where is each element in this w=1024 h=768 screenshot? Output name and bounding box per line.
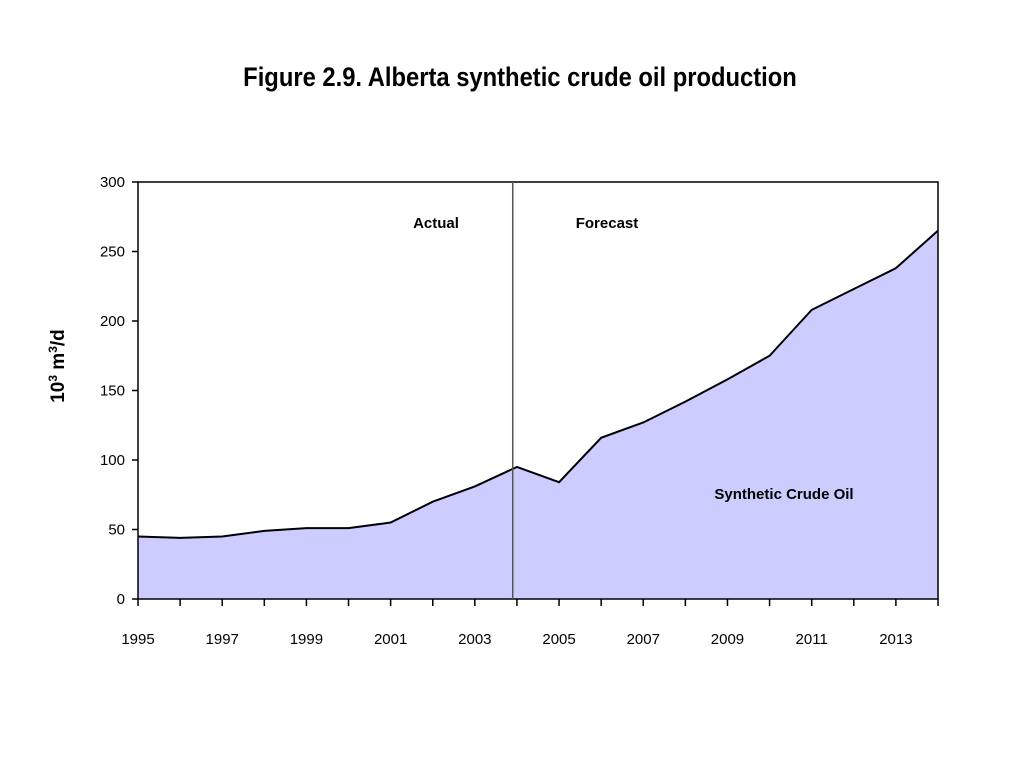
data-point — [305, 527, 307, 529]
x-tick-label: 2007 — [627, 631, 660, 648]
data-point — [390, 522, 392, 524]
series-label: Synthetic Crude Oil — [714, 486, 853, 503]
data-point — [432, 501, 434, 503]
x-tick-label: 1999 — [290, 631, 323, 648]
x-tick-label: 2003 — [458, 631, 491, 648]
y-axis-label: 103 m3/d — [46, 329, 69, 403]
plot-area: 0 50 100 150 200 250 300 1995 1997 1999 2001 2003 20… — [100, 174, 939, 648]
data-point — [179, 537, 181, 539]
y-tick-label: 50 — [108, 522, 125, 539]
y-axis-label-sup2: 3 — [46, 346, 60, 353]
x-tick-label: 2001 — [374, 631, 407, 648]
x-tick-label: 2009 — [711, 631, 744, 648]
data-point — [516, 466, 518, 468]
data-point — [769, 355, 771, 357]
data-point — [726, 378, 728, 380]
data-point — [642, 421, 644, 423]
y-axis-label-base: 10 — [48, 382, 69, 403]
y-tick-label: 300 — [100, 174, 125, 191]
y-tick-label: 100 — [100, 452, 125, 469]
x-tick-label: 1995 — [121, 631, 154, 648]
area-fill — [138, 230, 938, 599]
x-tick-label: 1997 — [206, 631, 239, 648]
x-tick-label: 2013 — [879, 631, 912, 648]
y-axis-label-tail: /d — [48, 329, 69, 346]
y-axis-label-mid: m — [48, 353, 69, 375]
chart-title: Figure 2.9. Alberta synthetic crude oil … — [243, 62, 797, 92]
series-line — [137, 229, 939, 539]
y-tick-label: 200 — [100, 313, 125, 330]
annotation-actual: Actual — [413, 215, 459, 232]
data-point — [221, 535, 223, 537]
x-tick-label: 2011 — [796, 631, 828, 648]
x-tick-label: 2005 — [542, 631, 575, 648]
y-tick-label: 0 — [117, 591, 125, 608]
data-point — [558, 481, 560, 483]
data-point — [263, 530, 265, 532]
data-point — [600, 437, 602, 439]
data-point — [474, 485, 476, 487]
y-axis-label-sup1: 3 — [46, 375, 60, 382]
data-point — [684, 401, 686, 403]
data-point — [895, 267, 897, 269]
y-tick-label: 150 — [100, 383, 125, 400]
annotation-forecast: Forecast — [576, 215, 639, 232]
data-point — [811, 309, 813, 311]
y-tick-label: 250 — [100, 244, 125, 261]
data-point — [348, 527, 350, 529]
data-point — [853, 288, 855, 290]
